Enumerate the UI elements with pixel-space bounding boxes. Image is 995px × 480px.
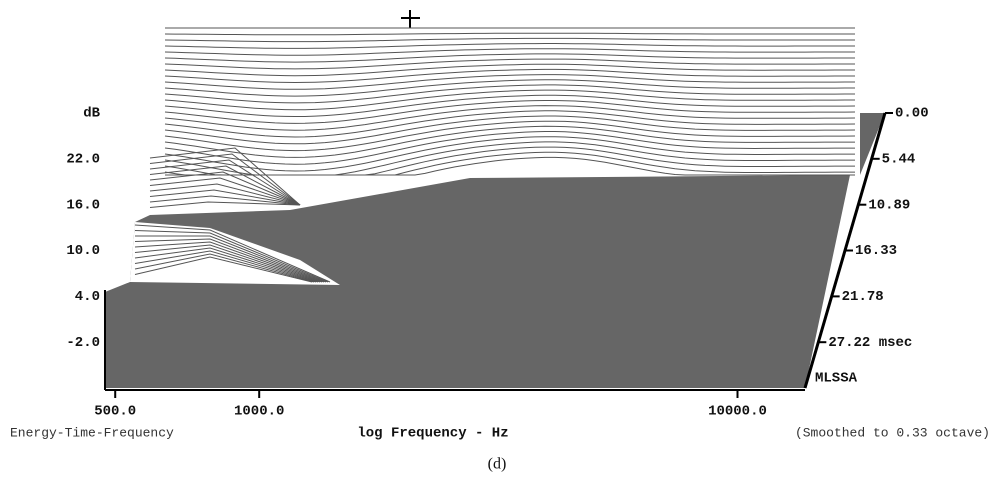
contour	[164, 89, 855, 111]
contour	[164, 68, 855, 84]
x-tick-label: 1000.0	[234, 404, 284, 420]
contour	[164, 120, 856, 152]
contour	[149, 171, 301, 206]
y-tick-label: 10.0	[66, 243, 100, 259]
floor	[105, 175, 850, 388]
contour	[134, 244, 321, 283]
brand: MLSSA	[815, 371, 858, 387]
contour	[164, 100, 856, 124]
back-surface	[165, 25, 860, 176]
contour	[164, 84, 855, 104]
contour	[164, 48, 855, 56]
contour	[164, 37, 855, 43]
contour	[149, 165, 301, 206]
x-axis-label: log Frequency - Hz	[357, 426, 508, 442]
caption: (d)	[488, 456, 507, 473]
contour	[164, 63, 855, 77]
contour	[134, 238, 325, 283]
contour	[149, 147, 301, 206]
y-tick-label: 22.0	[66, 152, 100, 168]
contour	[149, 183, 301, 206]
y-tick-label: 16.0	[66, 197, 100, 213]
contour	[134, 250, 317, 283]
z-tick-label: 0.00	[895, 106, 929, 122]
z-tick-label: 10.89	[868, 197, 910, 213]
contour	[164, 79, 855, 97]
right-note: (Smoothed to 0.33 octave)	[795, 425, 990, 440]
contour	[149, 177, 301, 206]
contour	[164, 105, 856, 131]
contour	[134, 241, 323, 283]
x-tick-label: 10000.0	[708, 404, 767, 420]
z-tick-label: 27.22 msec	[828, 335, 912, 351]
waterfall-surface	[104, 10, 887, 391]
contour	[149, 201, 301, 208]
contour	[164, 94, 856, 117]
contour	[134, 253, 315, 283]
contour	[164, 110, 856, 138]
cursor	[401, 10, 420, 28]
contour	[164, 32, 855, 36]
left-note: Energy-Time-Frequency	[10, 425, 174, 440]
contour	[164, 43, 855, 49]
contour	[149, 153, 301, 206]
contour	[164, 115, 856, 145]
contour	[149, 189, 301, 206]
z-tick-label: 21.78	[842, 289, 884, 305]
contour	[149, 195, 301, 206]
y-axis-label: dB	[83, 106, 100, 122]
contour	[164, 136, 855, 172]
z-tick-label: 5.44	[882, 152, 916, 168]
contour	[164, 58, 855, 70]
contour	[134, 224, 331, 283]
contour	[164, 53, 855, 63]
side-face	[860, 113, 885, 175]
contour	[135, 235, 327, 283]
contour	[164, 74, 855, 90]
contour	[149, 159, 301, 206]
y-tick-label: 4.0	[75, 289, 100, 305]
contour	[164, 125, 855, 158]
contour	[134, 247, 319, 283]
z-tick-label: 16.33	[855, 243, 897, 259]
contour	[134, 230, 329, 283]
contour	[134, 256, 313, 283]
x-tick-label: 500.0	[94, 404, 136, 420]
contour	[164, 131, 855, 165]
y-tick-label: -2.0	[66, 335, 100, 351]
contour	[165, 156, 855, 176]
